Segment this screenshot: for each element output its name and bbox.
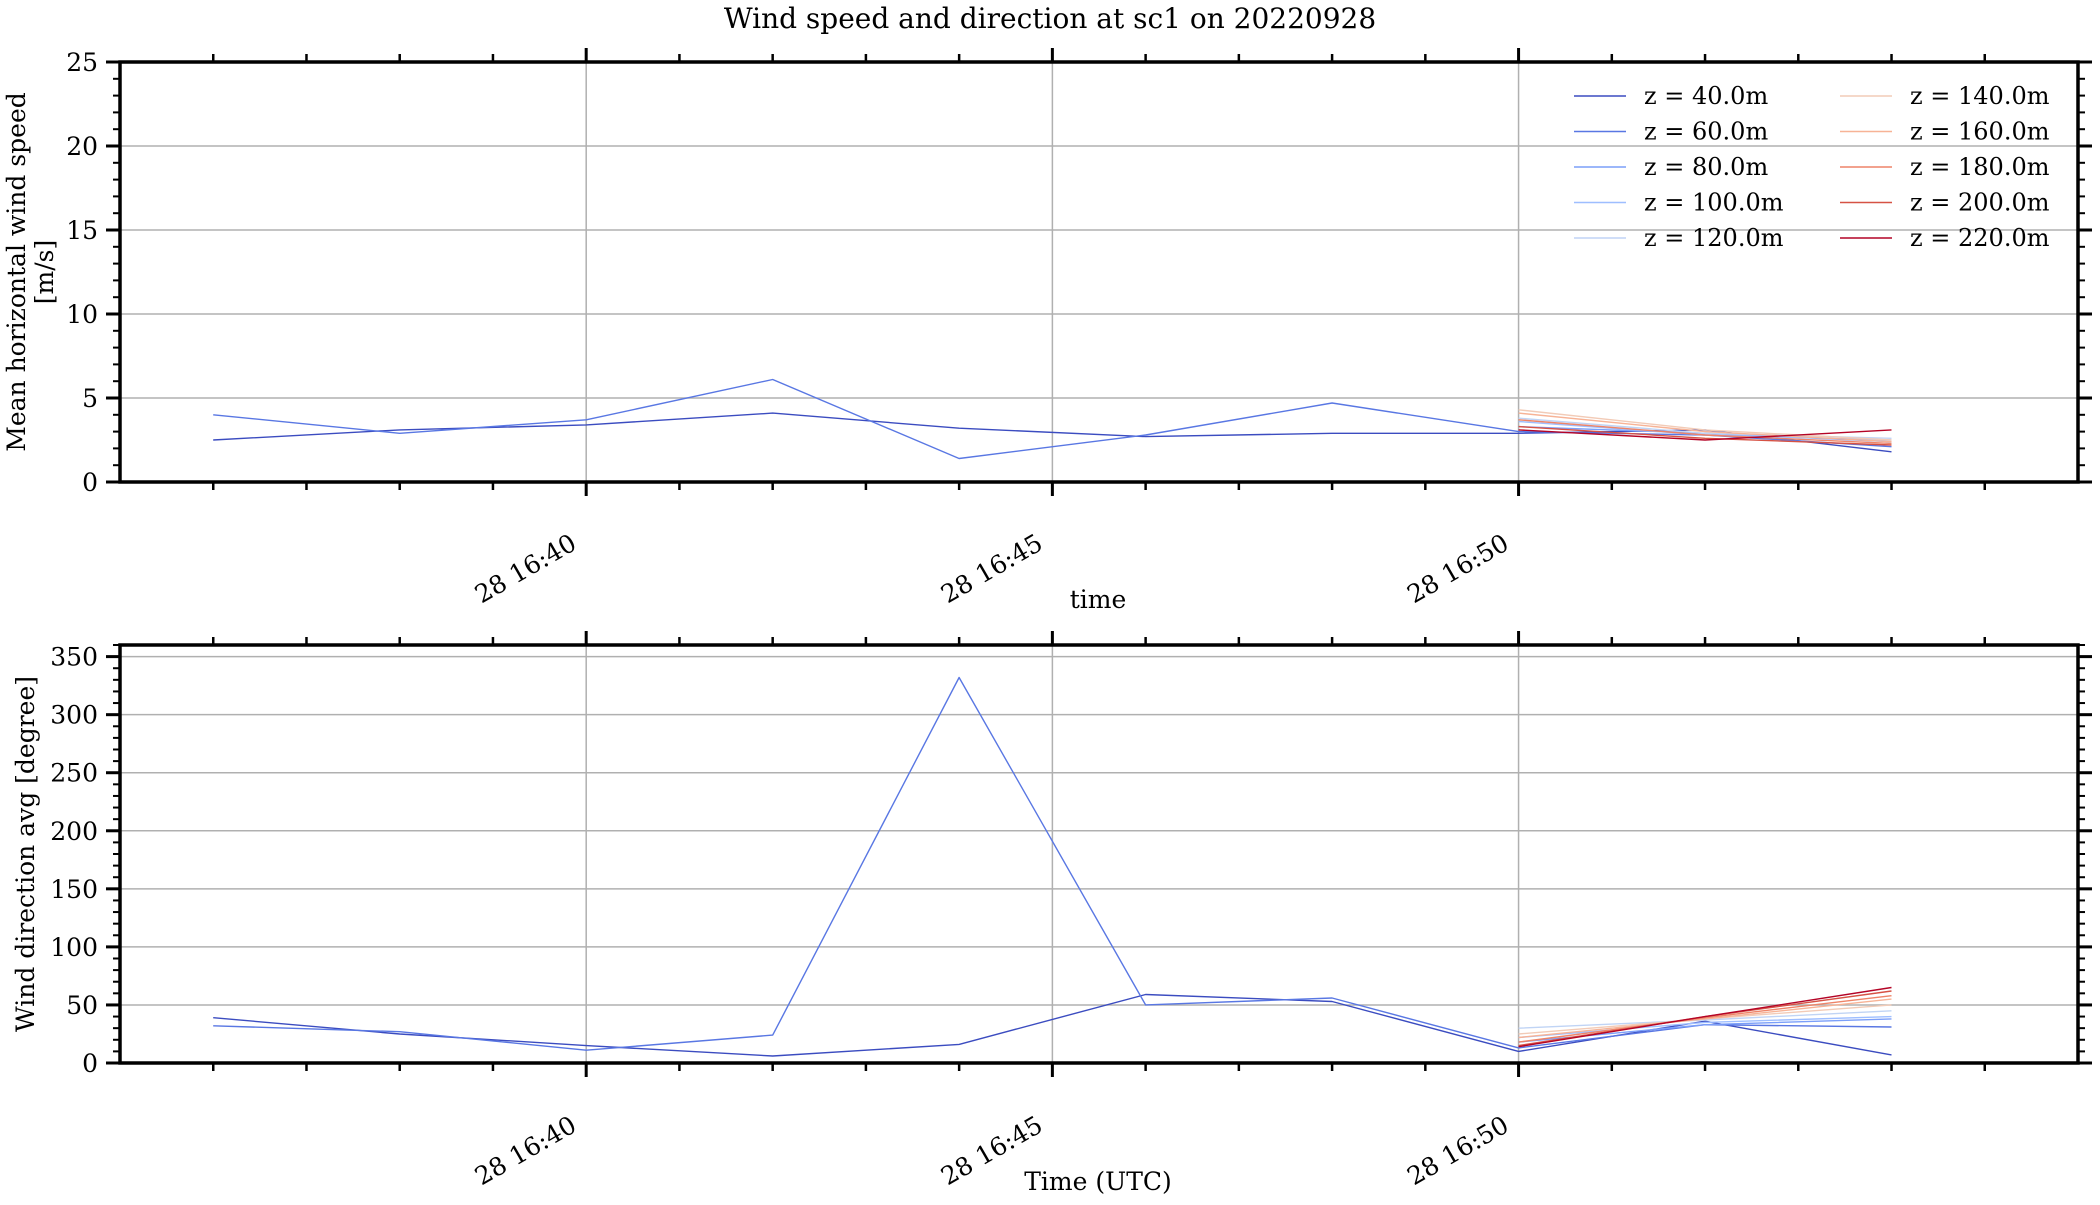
y-axis-label: Wind direction avg [degree] (11, 676, 40, 1032)
series-line-2 (213, 378, 1892, 460)
legend-label: z = 200.0m (1910, 189, 2050, 217)
series-line-4 (1518, 1015, 1892, 1039)
series-line-7 (1518, 998, 1892, 1039)
x-tick-label: 28 16:40 (470, 528, 581, 609)
x-tick-label: 28 16:50 (1402, 1110, 1513, 1191)
y-axis-label: Mean horizontal wind speed (2, 92, 31, 452)
plot-frame (118, 60, 2080, 484)
y-tick-label: 15 (66, 216, 98, 245)
legend-label: z = 60.0m (1644, 118, 1768, 146)
x-tick-label: 28 16:40 (470, 1110, 581, 1191)
chart-panel-1: 0 5 10 15 20 25 28 16:40 28 16:45 28 16:50 time Me… (2, 48, 2092, 614)
series-line-5 (1518, 1010, 1892, 1029)
legend-label: z = 40.0m (1644, 82, 1768, 110)
legend-label: z = 180.0m (1910, 153, 2050, 181)
legend-label: z = 160.0m (1910, 118, 2050, 146)
series-line-2 (213, 676, 1892, 1051)
y-tick-label: 350 (50, 643, 98, 672)
y-tick-label: 0 (82, 1049, 98, 1078)
y-tick-label: 0 (82, 468, 98, 497)
y-axis-label: [m/s] (30, 240, 59, 304)
x-axis-label: time (1070, 585, 1127, 614)
legend-label: z = 140.0m (1910, 82, 2050, 110)
y-tick-label: 20 (66, 132, 98, 161)
y-tick-label: 250 (50, 759, 98, 788)
y-tick-label: 25 (66, 48, 98, 77)
series-line-10 (1518, 429, 1892, 441)
y-tick-label: 10 (66, 300, 98, 329)
legend-label: z = 100.0m (1644, 189, 1784, 217)
chart-legend: z = 40.0m z = 60.0m z = 80.0m z = 100.0m z =… (1574, 82, 2050, 252)
series-line-7 (1518, 412, 1892, 443)
y-tick-label: 50 (66, 991, 98, 1020)
series-line-8 (1518, 995, 1892, 1043)
legend-label: z = 220.0m (1910, 224, 2050, 252)
series-line-8 (1518, 419, 1892, 445)
figure-title: Wind speed and direction at sc1 on 20220… (724, 2, 1376, 35)
series-line-6 (1518, 409, 1892, 441)
legend-label: z = 120.0m (1644, 224, 1784, 252)
y-tick-label: 200 (50, 817, 98, 846)
plot-frame (118, 643, 2080, 1065)
y-tick-label: 300 (50, 701, 98, 730)
y-tick-label: 100 (50, 933, 98, 962)
y-tick-label: 5 (82, 384, 98, 413)
x-axis-label: Time (UTC) (1024, 1167, 1172, 1196)
legend-label: z = 80.0m (1644, 153, 1768, 181)
y-tick-label: 150 (50, 875, 98, 904)
series-line-9 (1518, 425, 1892, 446)
x-tick-label: 28 16:45 (936, 528, 1047, 609)
series-line-1 (213, 412, 1892, 453)
x-tick-label: 28 16:50 (1402, 528, 1513, 609)
series-line-10 (1518, 986, 1892, 1048)
